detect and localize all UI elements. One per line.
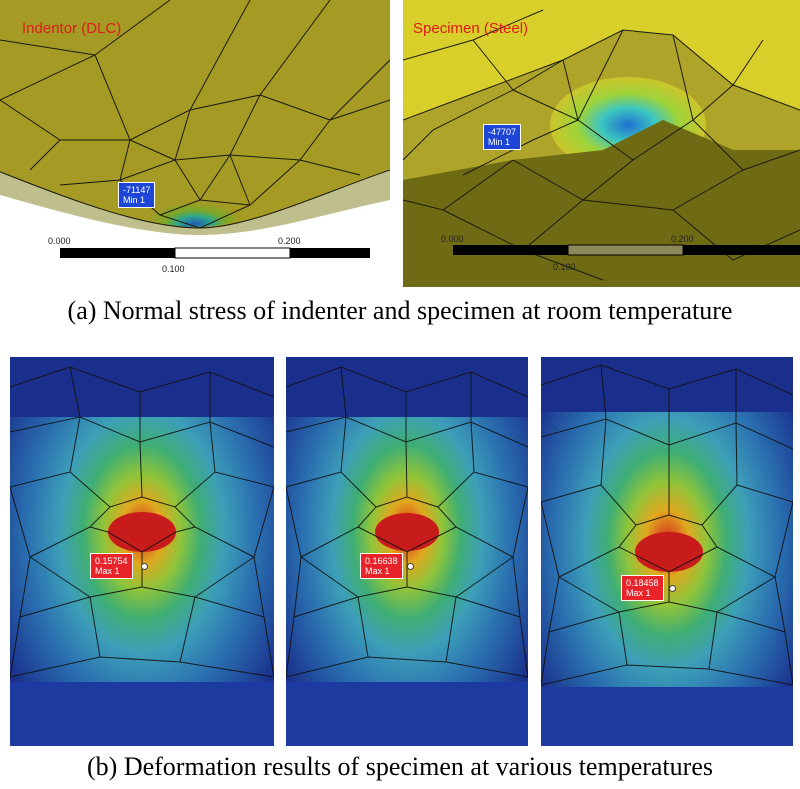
deformation-3-probe-value: 0.18458 (626, 578, 659, 588)
indentor-scale-mid: 0.100 (162, 264, 185, 274)
indentor-scale-0: 0.000 (48, 236, 71, 246)
specimen-stress-image: Specimen (Steel) -47707 Min 1 0.000 0.10… (403, 0, 800, 287)
specimen-scale-mid: 0.100 (553, 262, 576, 272)
specimen-scale-max: 0.200 (671, 234, 694, 244)
specimen-title: Specimen (Steel) (413, 20, 529, 37)
deformation-image-2: 0.16638 Max 1 (286, 357, 528, 746)
caption-b: (b) Deformation results of specimen at v… (87, 752, 713, 781)
specimen-scale-0: 0.000 (441, 234, 464, 244)
deformation-1-max-probe: 0.15754 Max 1 (90, 553, 133, 579)
deformation-2-probe-value: 0.16638 (365, 556, 398, 566)
deformation-2-probe-label: Max 1 (365, 566, 390, 576)
specimen-probe-value: -47707 (488, 127, 517, 137)
deformation-2-probe-point (407, 563, 414, 570)
deformation-2-max-probe: 0.16638 Max 1 (360, 553, 403, 579)
deformation-3-probe-point (669, 585, 676, 592)
deformation-image-1: 0.15754 Max 1 (10, 357, 274, 746)
specimen-min-probe: -47707 Min 1 (483, 124, 522, 150)
deformation-1-probe-label: Max 1 (95, 566, 120, 576)
deformation-image-3: 0.18458 Max 1 (541, 357, 793, 746)
indentor-probe-value: -71147 (123, 185, 151, 195)
deformation-1-probe-point (141, 563, 148, 570)
deformation-3-max-probe: 0.18458 Max 1 (621, 575, 664, 601)
specimen-probe-label: Min 1 (488, 137, 511, 147)
indentor-min-probe: -71147 Min 1 (118, 182, 156, 208)
indentor-stress-image: Indentor (DLC) -71147 Min 1 0.000 0.100 … (0, 0, 390, 287)
caption-a: (a) Normal stress of indenter and specim… (67, 296, 733, 325)
indentor-scale-max: 0.200 (278, 236, 301, 246)
deformation-3-probe-label: Max 1 (626, 588, 651, 598)
indentor-title: Indentor (DLC) (22, 20, 122, 37)
indentor-probe-label: Min 1 (123, 195, 146, 205)
deformation-1-probe-value: 0.15754 (95, 556, 128, 566)
